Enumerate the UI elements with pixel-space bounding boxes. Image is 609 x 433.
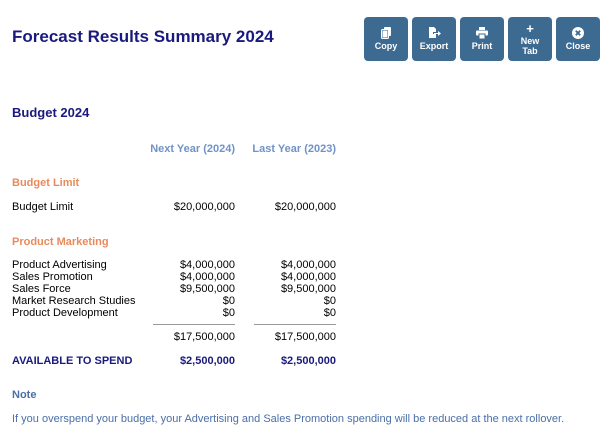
toolbar: Copy Export Print + New Tab Close [364,17,600,61]
row-next-year: $9,500,000 [179,283,235,295]
copy-button[interactable]: Copy [364,17,408,61]
row-label: Sales Promotion [12,271,93,283]
row-last-year: $4,000,000 [280,259,336,271]
section-title: Budget 2024 [12,105,90,120]
note-text: If you overspend your budget, your Adver… [12,413,565,425]
plus-icon: + [526,20,534,36]
row-last-year: $4,000,000 [280,271,336,283]
total-last-year: $17,500,000 [274,331,336,343]
group-title-budget-limit: Budget Limit [12,177,80,189]
budget-limit-label: Budget Limit [12,201,74,213]
close-icon [572,27,584,39]
row-label: Market Research Studies [12,295,136,307]
budget-limit-next-year: $20,000,000 [173,201,235,213]
close-button[interactable]: Close [556,17,600,61]
column-header-next-year: Next Year (2024) [150,143,235,155]
row-last-year: $0 [323,295,336,307]
export-label: Export [419,41,449,51]
print-button[interactable]: Print [460,17,504,61]
close-label: Close [565,41,591,51]
row-last-year: $9,500,000 [280,283,336,295]
column-header-last-year: Last Year (2023) [252,143,336,155]
print-icon [476,27,488,39]
print-label: Print [471,41,493,51]
available-last-year: $2,500,000 [280,355,336,367]
row-label: Product Advertising [12,259,107,271]
copy-icon [380,27,391,39]
group-title-product-marketing: Product Marketing [12,236,109,248]
row-last-year: $0 [323,307,336,319]
new-tab-label-line2: Tab [522,45,538,56]
available-to-spend-label: AVAILABLE TO SPEND [12,355,133,367]
row-label: Product Development [12,307,118,319]
copy-label: Copy [374,41,398,51]
export-button[interactable]: Export [412,17,456,61]
new-tab-label-line1: New [520,35,540,46]
new-tab-button[interactable]: + New Tab [508,17,552,61]
row-next-year: $0 [222,295,235,307]
export-icon [428,27,441,38]
total-next-year: $17,500,000 [173,331,235,343]
total-divider-next-year [153,324,235,325]
total-divider-last-year [254,324,336,325]
row-next-year: $0 [222,307,235,319]
row-next-year: $4,000,000 [179,271,235,283]
row-label: Sales Force [12,283,71,295]
budget-limit-last-year: $20,000,000 [274,201,336,213]
row-next-year: $4,000,000 [179,259,235,271]
page-title: Forecast Results Summary 2024 [12,27,274,46]
available-next-year: $2,500,000 [179,355,235,367]
note-title: Note [12,389,37,401]
